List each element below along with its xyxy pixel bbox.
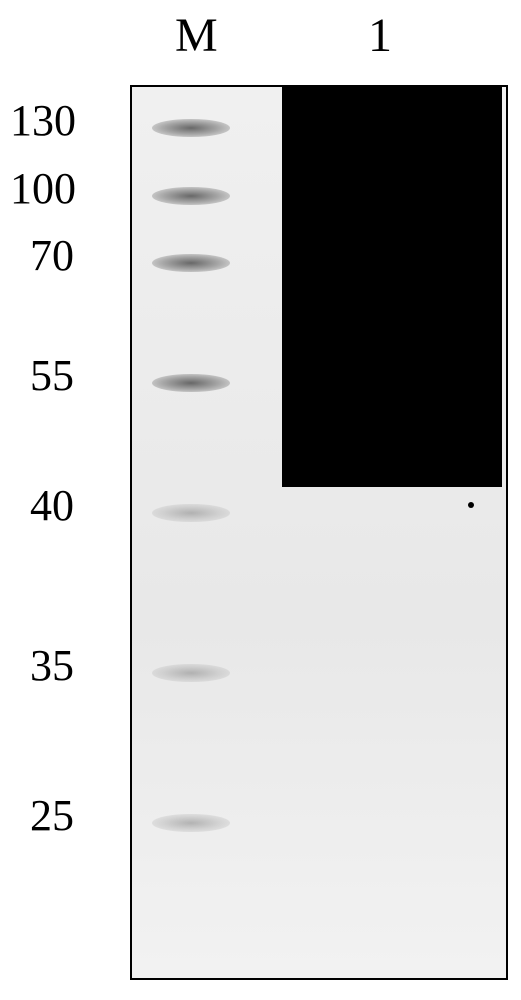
western-blot-figure: M 1 130 100 70 55 40 35 25 [0,0,521,1000]
sample-signal-blob [282,87,502,487]
mw-label-70: 70 [30,230,74,281]
gel-membrane [130,85,508,980]
marker-band-70 [152,254,230,272]
marker-band-100 [152,187,230,205]
marker-band-40 [152,504,230,522]
small-spot [468,502,474,508]
mw-label-40: 40 [30,480,74,531]
lane-header-sample: 1 [368,8,392,63]
marker-band-55 [152,374,230,392]
mw-label-55: 55 [30,350,74,401]
mw-label-130: 130 [10,95,76,146]
mw-label-35: 35 [30,640,74,691]
mw-label-100: 100 [10,163,76,214]
mw-label-25: 25 [30,790,74,841]
marker-band-25 [152,814,230,832]
marker-band-35 [152,664,230,682]
marker-band-130 [152,119,230,137]
lane-header-marker: M [175,8,218,63]
